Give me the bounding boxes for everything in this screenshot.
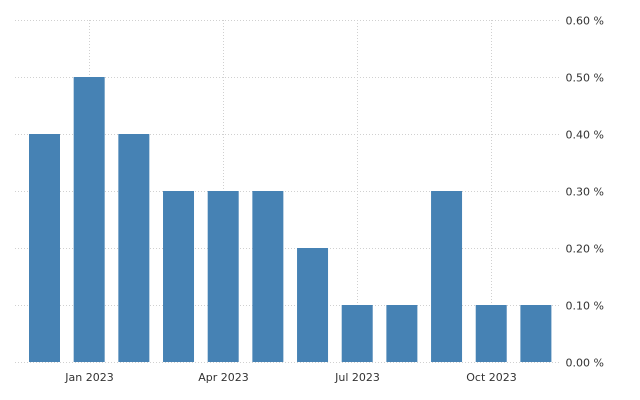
bar-2023-02: [118, 134, 150, 362]
x-tick-label: Jan 2023: [64, 371, 113, 384]
y-tick-label: 0.50 %: [566, 72, 604, 85]
y-tick-label: 0.10 %: [566, 300, 604, 313]
y-axis-ticks: 0.00 % 0.10 % 0.20 % 0.30 % 0.40 % 0.50 % 0.60…: [566, 15, 604, 370]
bar-2023-06: [297, 248, 329, 362]
bar-2023-04: [207, 191, 239, 362]
y-tick-label: 0.00 %: [566, 357, 604, 370]
bar-2023-09: [431, 191, 463, 362]
x-tick-label: Apr 2023: [198, 371, 249, 384]
y-tick-label: 0.60 %: [566, 15, 604, 28]
x-tick-label: Jul 2023: [334, 371, 380, 384]
bar-2023-08: [386, 305, 418, 362]
bars: [29, 77, 552, 362]
bar-2022-12: [29, 134, 60, 362]
bar-2023-07: [341, 305, 373, 362]
x-axis-ticks: Jan 2023 Apr 2023 Jul 2023 Oct 2023: [64, 371, 516, 384]
y-tick-label: 0.20 %: [566, 243, 604, 256]
bar-2023-05: [252, 191, 284, 362]
bar-2023-10: [475, 305, 507, 362]
y-tick-label: 0.30 %: [566, 186, 604, 199]
bar-2023-11: [520, 305, 552, 362]
x-tick-label: Oct 2023: [466, 371, 517, 384]
bar-2023-01: [73, 77, 105, 362]
y-tick-label: 0.40 %: [566, 129, 604, 142]
bar-2023-03: [163, 191, 195, 362]
